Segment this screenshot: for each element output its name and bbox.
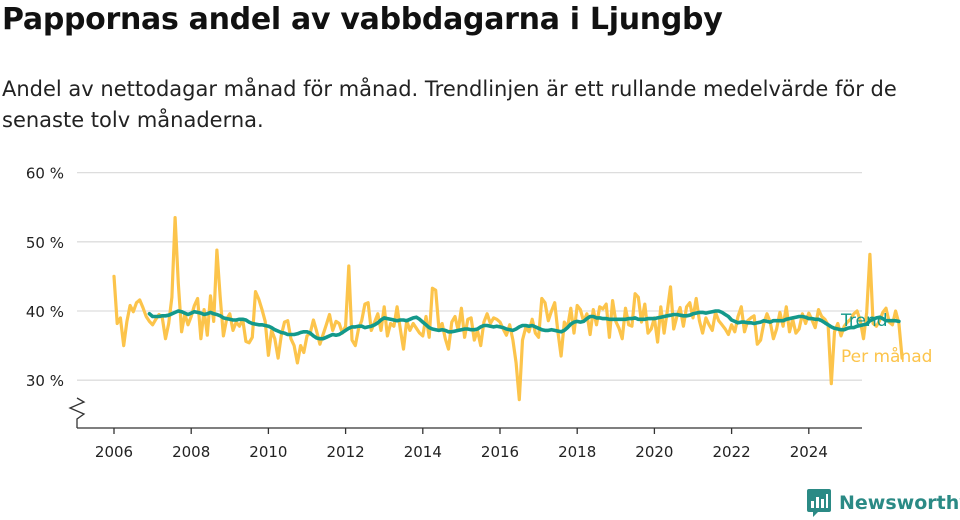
line-chart: 30 % 40 % 50 % 60 % 2006 2008 2010 2012 2014 2016… bbox=[26, 165, 933, 461]
chart-title: Pappornas andel av vabbdagarna i Ljungby bbox=[2, 2, 723, 37]
x-tick-label: 2006 bbox=[95, 443, 133, 461]
x-tick-label: 2014 bbox=[404, 443, 442, 461]
series-label-1: Trend bbox=[840, 311, 888, 331]
x-tick-label: 2008 bbox=[172, 443, 210, 461]
x-tick-label: 2012 bbox=[327, 443, 365, 461]
gridlines bbox=[77, 171, 862, 381]
y-tick-label: 40 % bbox=[26, 303, 64, 321]
y-tick-label: 50 % bbox=[26, 234, 64, 252]
x-tick-label: 2010 bbox=[249, 443, 287, 461]
x-tick-label: 2018 bbox=[558, 443, 596, 461]
y-axis-break-icon bbox=[68, 397, 86, 428]
x-tick-label: 2016 bbox=[481, 443, 519, 461]
chart-subtitle: Andel av nettodagar månad för månad. Tre… bbox=[2, 77, 897, 132]
newsworthy-brand: Newsworthy bbox=[806, 488, 960, 518]
x-tick-label: 2020 bbox=[635, 443, 673, 461]
y-tick-label: 30 % bbox=[26, 372, 64, 390]
x-tick-label: 2024 bbox=[790, 443, 828, 461]
series-line-0 bbox=[112, 216, 904, 402]
series-label-0: Per månad bbox=[841, 346, 932, 367]
brand-name: Newsworthy bbox=[839, 492, 960, 514]
series-labels: Per månad Trend bbox=[840, 311, 932, 367]
y-tick-label: 60 % bbox=[26, 165, 64, 183]
bar-chart-logo-icon bbox=[807, 489, 831, 517]
axes: 30 % 40 % 50 % 60 % 2006 2008 2010 2012 2014 2016… bbox=[26, 165, 862, 461]
x-tick-label: 2022 bbox=[713, 443, 751, 461]
series-lines bbox=[112, 216, 904, 402]
series-line-1 bbox=[147, 309, 901, 341]
